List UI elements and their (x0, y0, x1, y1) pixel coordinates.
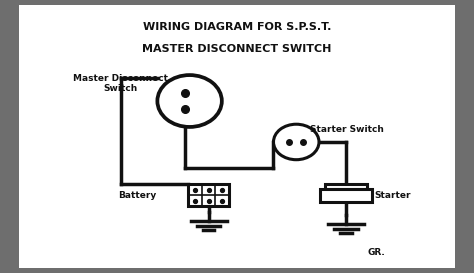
Ellipse shape (157, 75, 222, 127)
Text: MASTER DISCONNECT SWITCH: MASTER DISCONNECT SWITCH (142, 44, 332, 54)
Text: Battery: Battery (118, 191, 156, 200)
Bar (320, 189, 372, 202)
Text: Starter Switch: Starter Switch (310, 125, 384, 134)
Bar (189, 184, 229, 206)
Bar (325, 184, 367, 189)
Ellipse shape (273, 124, 319, 160)
Text: Master Disconnect
Switch: Master Disconnect Switch (73, 73, 168, 93)
Text: Starter: Starter (374, 191, 411, 200)
Text: WIRING DIAGRAM FOR S.P.S.T.: WIRING DIAGRAM FOR S.P.S.T. (143, 22, 331, 32)
Text: GR.: GR. (367, 248, 385, 257)
